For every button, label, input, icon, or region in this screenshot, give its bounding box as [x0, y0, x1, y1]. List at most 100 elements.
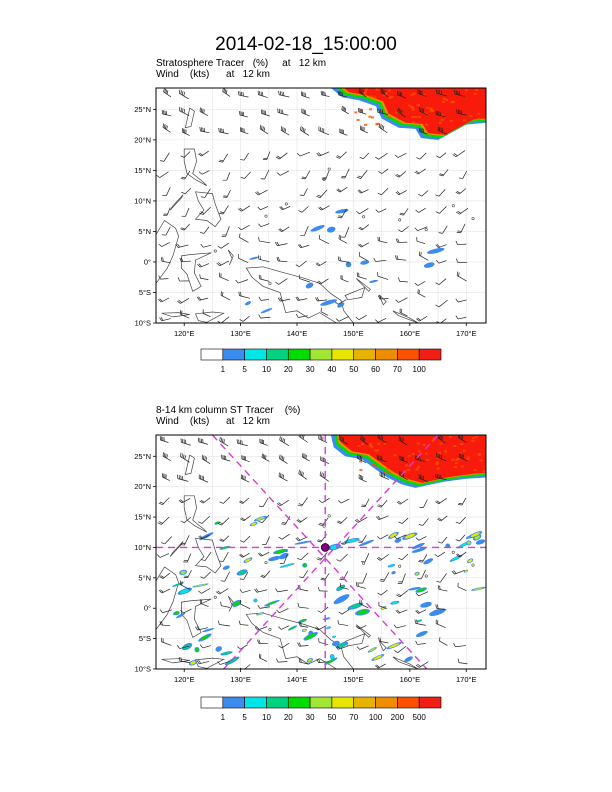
tracer-patch-core [459, 542, 469, 548]
wind-barb [434, 551, 446, 557]
wind-barb [357, 534, 367, 544]
wind-barb [455, 534, 466, 542]
wind-barb [295, 296, 308, 301]
tracer-speckle [360, 443, 364, 446]
lon-label: 150°E [343, 675, 364, 684]
wind-barb [316, 189, 328, 199]
wind-barb [274, 241, 288, 246]
wind-barb [318, 205, 330, 211]
tracer-speckle [387, 115, 391, 118]
wind-barb [237, 91, 249, 98]
colorbar-label: 60 [371, 365, 380, 374]
wind-barb [357, 454, 367, 463]
wind-barb [415, 207, 426, 213]
tracer-speckle [407, 104, 411, 107]
wind-barb [415, 536, 427, 541]
tracer-patch [335, 208, 349, 214]
wind-barb [414, 226, 428, 231]
wind-barb [181, 188, 192, 195]
wind-barb [199, 644, 211, 649]
tracer-speckle [388, 96, 392, 99]
wind-barb [218, 153, 228, 163]
coastline-palawan [169, 194, 184, 211]
colorbar-swatch [244, 696, 267, 709]
tracer-speckle [462, 119, 466, 122]
tracer-patch [358, 539, 375, 547]
wind-barb [415, 640, 426, 645]
tracer-patch [326, 226, 336, 233]
coastline-mindanao [194, 191, 222, 228]
tracer-patch [268, 555, 281, 562]
coastline-island [362, 215, 366, 219]
wind-barb [393, 534, 407, 540]
coastline-new-guinea [245, 612, 354, 669]
tracer-speckle [411, 121, 415, 124]
tracer-patch-core [275, 549, 286, 554]
wind-barb [378, 637, 389, 644]
lat-label: 15°N [134, 513, 151, 522]
wind-barb [259, 124, 269, 135]
bottom-map-panel: 25°N 20°N 15°N 10°N 5°N 0° 5°S 10°S 120°E 130°E 14… [134, 434, 487, 722]
colorbar-swatch [222, 348, 245, 361]
tracer-speckle [429, 107, 433, 110]
wind-barb [276, 608, 289, 614]
tracer-speckle [441, 100, 445, 103]
wind-barb [377, 500, 388, 508]
wind-barb [358, 474, 367, 483]
wind-barb [393, 624, 407, 629]
wind-barb [378, 123, 388, 134]
wind-barb [336, 187, 348, 193]
coastline-island [451, 550, 455, 554]
wind-barb [396, 498, 409, 505]
wind-barb [278, 90, 290, 98]
wind-barb [315, 297, 328, 302]
tracer-speckle [477, 117, 481, 120]
tracer-speckle [425, 123, 429, 126]
wind-barb [158, 497, 170, 505]
wind-barb [238, 291, 251, 299]
lat-label: 0° [144, 257, 151, 266]
bottom-panel-title-line2: Wind (kts) at 12 km [156, 416, 270, 427]
tracer-speckle [426, 106, 430, 109]
wind-barb [359, 599, 369, 609]
wind-barb [416, 316, 428, 322]
coastline-island [471, 217, 475, 221]
tracer-speckle [412, 92, 416, 95]
lat-label: 10°S [135, 319, 151, 328]
wind-barb [161, 637, 172, 646]
wind-barb [416, 237, 426, 245]
wind-barb [258, 314, 271, 319]
wind-barb [178, 498, 191, 504]
lat-label: 10°S [135, 665, 151, 674]
wind-barb [158, 297, 170, 303]
colorbar-label: 10 [262, 713, 271, 722]
tracer-speckle [429, 109, 433, 112]
colorbar-label: 50 [349, 365, 358, 374]
wind-barb [276, 170, 289, 176]
wind-barb [455, 516, 466, 524]
coastline-new-guinea [245, 266, 354, 323]
wind-barb [377, 435, 387, 444]
tracer-speckle [456, 458, 460, 461]
wind-barb [377, 295, 389, 300]
tracer-patch-core [417, 619, 422, 622]
tracer-speckle [475, 89, 479, 92]
wind-barb [338, 435, 349, 445]
tracer-patch-core [464, 570, 468, 573]
wind-barb [458, 170, 468, 179]
wind-barb [238, 224, 250, 231]
wind-barb [456, 109, 467, 116]
wind-barb [398, 553, 409, 561]
tracer-speckle [406, 468, 410, 471]
wind-barb [357, 189, 369, 194]
wind-barb [358, 252, 368, 261]
wind-barb [181, 207, 190, 217]
wind-barb [199, 599, 209, 607]
wind-barb [219, 496, 231, 504]
wind-barb [261, 453, 270, 462]
tracer-speckle [438, 452, 442, 455]
wind-barb [340, 536, 350, 545]
wind-barb [419, 127, 428, 135]
colorbar-label: 70 [349, 713, 358, 722]
colorbar-swatch [287, 696, 311, 709]
